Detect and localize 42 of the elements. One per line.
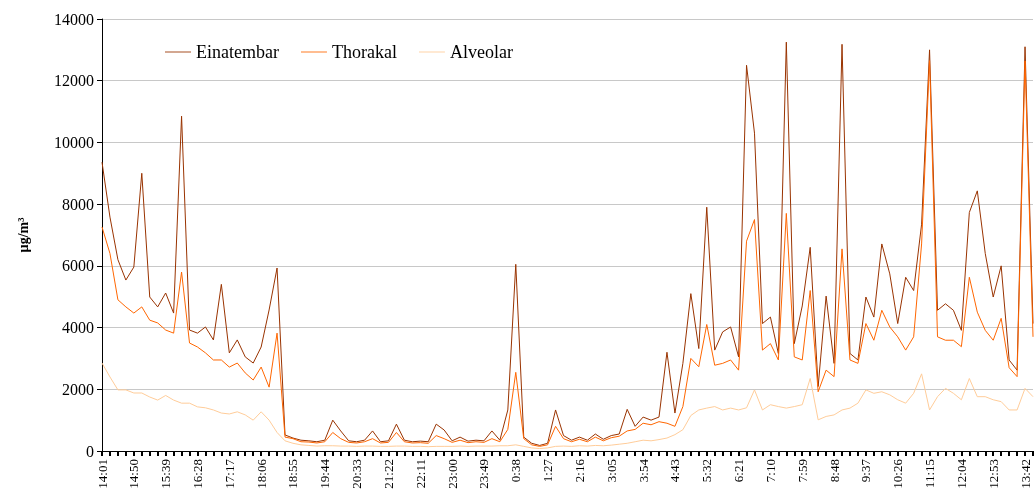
x-tick-label: 22:11 <box>412 459 428 489</box>
y-tick-label: 14000 <box>54 10 94 28</box>
x-tick-label: 11:15 <box>922 459 938 489</box>
x-tick-label: 18:55 <box>285 459 301 489</box>
y-tick-label: 8000 <box>62 195 94 213</box>
x-tick-label: 6:21 <box>731 459 747 483</box>
y-tick-label: 2000 <box>62 380 94 398</box>
y-tick-label: 6000 <box>62 257 94 275</box>
y-tick-label: 12000 <box>54 72 94 90</box>
x-tick-label: 8:48 <box>826 459 842 483</box>
x-tick-label: 23:00 <box>444 459 460 489</box>
x-tick-label: 7:59 <box>794 459 810 483</box>
x-tick-label: 15:39 <box>158 459 174 489</box>
y-tick-label: 0 <box>86 442 94 460</box>
x-tick-label: 0:38 <box>508 459 524 483</box>
x-tick-label: 4:43 <box>667 459 683 483</box>
x-tick-label: 3:05 <box>603 459 619 483</box>
x-tick-label: 17:17 <box>221 458 237 489</box>
x-tick-label: 23:49 <box>476 459 492 489</box>
x-tick-label: 10:26 <box>890 458 906 489</box>
x-tick-label: 12:53 <box>985 459 1001 489</box>
x-tick-label: 19:44 <box>317 458 333 489</box>
x-tick-label: 16:28 <box>189 459 205 489</box>
x-tick-label: 12:04 <box>953 458 969 489</box>
x-tick-label: 14:50 <box>126 459 142 489</box>
legend-label: Einatembar <box>196 42 279 62</box>
x-tick-label: 2:16 <box>571 458 587 483</box>
x-tick-label: 5:32 <box>699 459 715 483</box>
x-tick-label: 1:27 <box>540 458 556 483</box>
y-tick-label: 4000 <box>62 319 94 337</box>
y-axis-title: µg/m³ <box>15 217 31 253</box>
y-tick-label: 10000 <box>54 133 94 151</box>
x-tick-label: 7:10 <box>762 459 778 483</box>
legend-label: Thorakal <box>331 42 397 62</box>
x-tick-label: 20:33 <box>349 459 365 489</box>
x-tick-label: 14:01 <box>94 459 110 489</box>
x-tick-label: 18:06 <box>253 458 269 489</box>
x-tick-label: 21:22 <box>380 459 396 489</box>
legend-label: Alveolar <box>449 42 513 62</box>
x-tick-label: 13:42 <box>1017 459 1033 489</box>
x-tick-label: 3:54 <box>635 458 651 483</box>
x-tick-label: 9:37 <box>858 458 874 483</box>
